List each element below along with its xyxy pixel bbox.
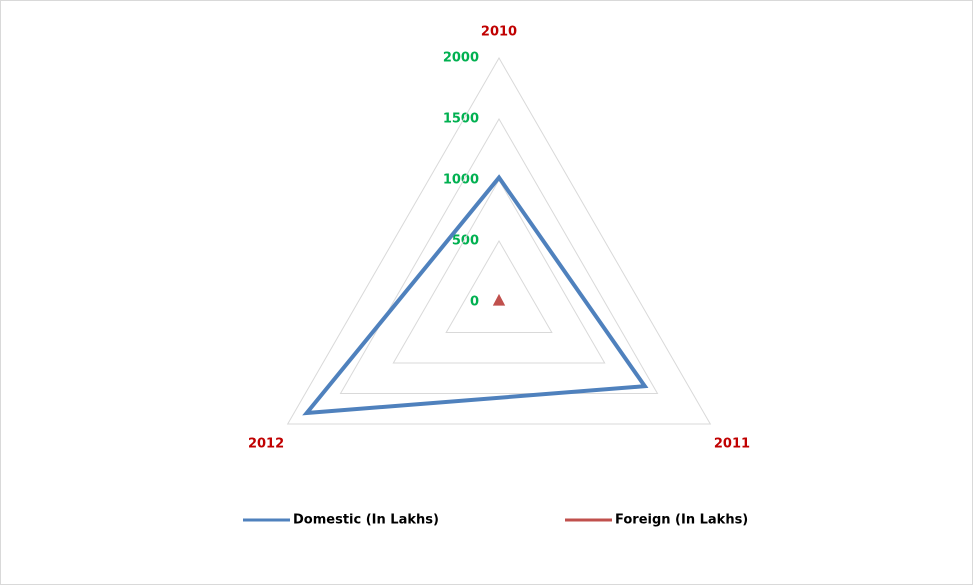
category-label: 2012 xyxy=(248,437,284,452)
grid-ring xyxy=(286,56,712,425)
r-tick-label: 0 xyxy=(470,295,479,310)
r-tick-label: 1500 xyxy=(443,112,479,127)
category-label: 2011 xyxy=(714,437,750,452)
grid-ring xyxy=(392,178,606,364)
r-tick-label: 1000 xyxy=(443,173,479,188)
r-tick-label: 500 xyxy=(452,234,479,249)
category-label: 2010 xyxy=(481,25,517,40)
legend-label: Foreign (In Lakhs) xyxy=(615,513,748,528)
grid-ring xyxy=(445,240,553,333)
legend-label: Domestic (In Lakhs) xyxy=(293,513,439,528)
series-line xyxy=(302,174,649,416)
grid-ring xyxy=(339,118,659,394)
series-line xyxy=(492,293,506,306)
r-tick-label: 2000 xyxy=(443,51,479,66)
